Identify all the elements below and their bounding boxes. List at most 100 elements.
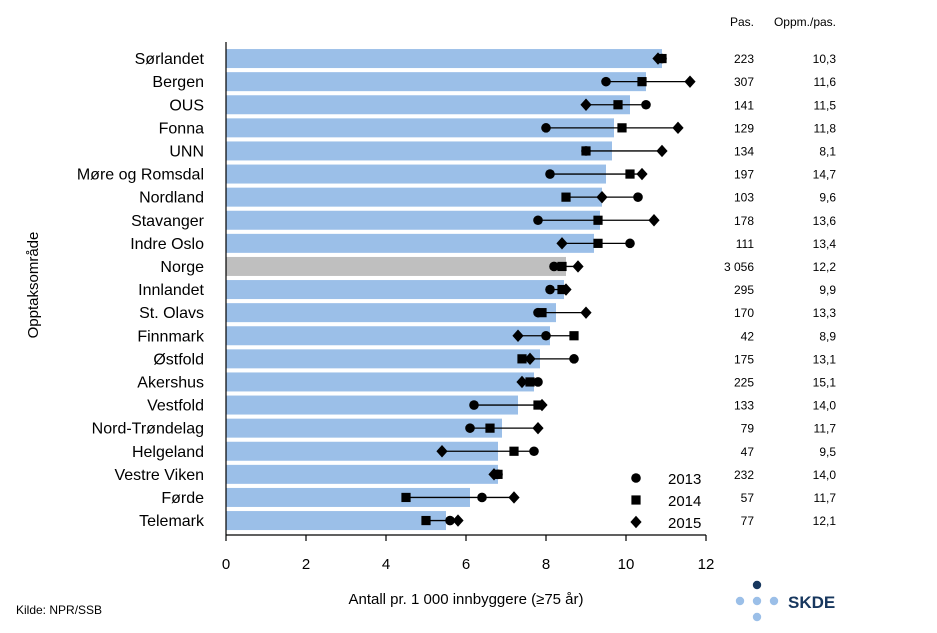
column-header-ratio: Oppm./pas. bbox=[774, 15, 836, 29]
marker-2015 bbox=[596, 190, 608, 204]
logo-dot bbox=[752, 580, 762, 590]
patients-cell: 42 bbox=[741, 329, 755, 343]
patients-cell: 170 bbox=[734, 306, 754, 320]
bar bbox=[226, 511, 446, 531]
logo-dot bbox=[752, 612, 762, 622]
bar bbox=[226, 72, 646, 92]
category-label: Finnmark bbox=[137, 328, 205, 345]
marker-2015 bbox=[532, 421, 544, 435]
marker-2013 bbox=[445, 515, 455, 526]
category-label: Indre Oslo bbox=[130, 236, 204, 253]
category-label: Innlandet bbox=[138, 282, 204, 299]
marker-2014 bbox=[537, 308, 547, 318]
bar bbox=[226, 303, 556, 323]
marker-2014 bbox=[509, 446, 519, 456]
category-label: Bergen bbox=[152, 74, 204, 91]
x-tick-label: 6 bbox=[462, 556, 470, 573]
ratio-cell: 11,7 bbox=[814, 491, 837, 505]
marker-2014 bbox=[593, 238, 603, 248]
markers-group bbox=[401, 52, 696, 527]
patients-cell: 295 bbox=[734, 283, 754, 297]
marker-2013 bbox=[625, 238, 635, 249]
x-tick-label: 10 bbox=[618, 556, 635, 573]
source-note: Kilde: NPR/SSB bbox=[16, 603, 102, 617]
logo-text: SKDE bbox=[788, 593, 835, 612]
ratio-cell: 12,1 bbox=[813, 514, 837, 528]
bar bbox=[226, 326, 550, 346]
legend-label: 2013 bbox=[668, 471, 701, 488]
y-axis-title: Opptaksområde bbox=[25, 232, 42, 339]
category-label: Førde bbox=[161, 490, 204, 507]
patients-cell: 225 bbox=[734, 375, 754, 389]
bar bbox=[226, 95, 630, 115]
category-label: Helgeland bbox=[132, 444, 204, 461]
marker-2014 bbox=[517, 354, 527, 364]
patients-cell: 77 bbox=[741, 514, 755, 528]
bar bbox=[226, 441, 498, 461]
marker-2013 bbox=[641, 99, 651, 110]
patients-cell: 129 bbox=[734, 121, 754, 135]
marker-2015 bbox=[580, 98, 592, 111]
marker-2014 bbox=[485, 423, 495, 433]
marker-2015 bbox=[636, 167, 648, 181]
ratio-cell: 14,7 bbox=[813, 168, 837, 182]
marker-2013 bbox=[533, 215, 543, 226]
marker-2014 bbox=[569, 331, 579, 341]
legend-label: 2015 bbox=[668, 515, 701, 532]
legend-marker-2013 bbox=[631, 473, 641, 483]
bar bbox=[226, 210, 600, 230]
patients-cell: 57 bbox=[741, 491, 755, 505]
patients-cell: 79 bbox=[741, 422, 755, 436]
marker-2015 bbox=[560, 283, 572, 296]
patients-cell: 178 bbox=[734, 214, 754, 228]
bars-group bbox=[226, 49, 662, 531]
marker-2014 bbox=[625, 169, 635, 179]
patients-cell: 141 bbox=[734, 98, 754, 112]
bar bbox=[226, 418, 502, 438]
table-cells-group: 223 10,3 307 11,6 141 11,5 129 11,8 134 8,1 197 14,… bbox=[724, 52, 836, 528]
legend: 2013 2014 2015 bbox=[630, 471, 701, 532]
marker-2013 bbox=[541, 330, 551, 341]
category-label: Fonna bbox=[159, 120, 204, 137]
patients-cell: 197 bbox=[734, 168, 754, 182]
marker-2015 bbox=[648, 214, 660, 227]
marker-2014 bbox=[561, 192, 571, 202]
logo-dot bbox=[752, 596, 762, 606]
marker-2013 bbox=[465, 423, 475, 433]
skde-logo: SKDE bbox=[735, 580, 835, 622]
marker-2015 bbox=[516, 375, 528, 389]
legend-marker-2014 bbox=[631, 495, 641, 505]
ratio-cell: 13,6 bbox=[813, 214, 837, 228]
category-label: Akershus bbox=[137, 374, 204, 391]
marker-2015 bbox=[672, 121, 684, 135]
marker-2015 bbox=[580, 306, 592, 319]
category-label: Vestfold bbox=[147, 398, 204, 415]
marker-2015 bbox=[488, 468, 500, 481]
category-label: Nordland bbox=[139, 190, 204, 207]
patients-cell: 175 bbox=[734, 352, 754, 366]
category-label: Østfold bbox=[153, 351, 204, 368]
marker-2013 bbox=[469, 400, 479, 410]
marker-2014 bbox=[637, 77, 647, 87]
ratio-cell: 14,0 bbox=[813, 399, 837, 413]
patients-cell: 47 bbox=[741, 445, 755, 459]
ratio-cell: 11,7 bbox=[814, 422, 837, 436]
bar bbox=[226, 372, 534, 392]
column-header-patients: Pas. bbox=[730, 15, 754, 29]
ratio-cell: 13,4 bbox=[813, 237, 837, 251]
marker-2015 bbox=[508, 491, 520, 504]
x-tick-label: 12 bbox=[698, 556, 715, 573]
marker-2014 bbox=[617, 123, 627, 133]
marker-2013 bbox=[633, 192, 643, 202]
marker-2013 bbox=[533, 377, 543, 387]
ratio-cell: 13,3 bbox=[813, 306, 837, 320]
marker-2014 bbox=[557, 261, 567, 272]
marker-2014 bbox=[421, 515, 431, 526]
patients-cell: 223 bbox=[734, 52, 754, 66]
x-tick-label: 0 bbox=[222, 556, 230, 573]
marker-2013 bbox=[477, 492, 487, 503]
bar bbox=[226, 118, 614, 138]
category-labels-group: Sørlandet Bergen OUS Fonna UNN Møre og Romsda… bbox=[77, 51, 205, 530]
ratio-cell: 13,1 bbox=[813, 352, 837, 366]
